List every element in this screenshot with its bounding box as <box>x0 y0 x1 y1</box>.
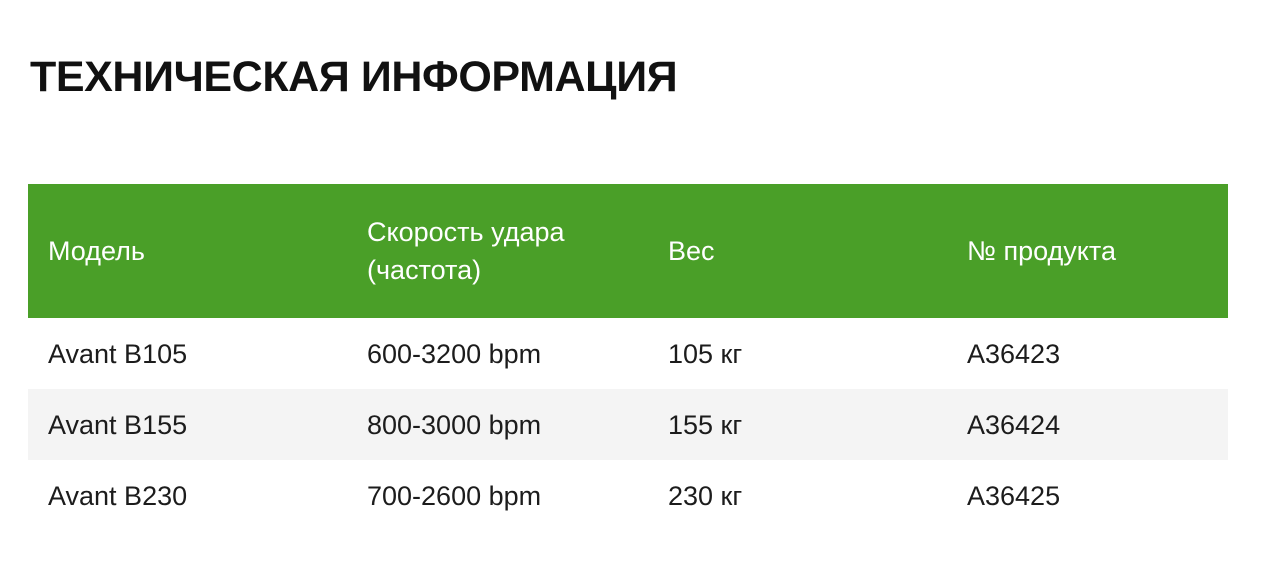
cell-impact-rate: 700-2600 bpm <box>367 480 542 511</box>
column-header-impact-rate: Скорость удара (частота) <box>367 217 565 285</box>
cell-impact-rate: 600-3200 bpm <box>367 338 542 369</box>
cell-model: Avant B155 <box>48 409 188 440</box>
cell-weight: 105 кг <box>668 338 743 369</box>
table-row: Avant B105 600-3200 bpm 105 кг A36423 <box>28 318 1228 389</box>
technical-information-table: Модель Скорость удара (частота) Вес № пр… <box>28 184 1228 531</box>
column-header-model: Модель <box>48 236 145 266</box>
cell-product-number: A36425 <box>967 480 1061 511</box>
table-row: Avant B230 700-2600 bpm 230 кг A36425 <box>28 460 1228 531</box>
cell-weight: 230 кг <box>668 480 743 511</box>
table-body: Avant B105 600-3200 bpm 105 кг A36423 Av… <box>28 318 1228 531</box>
table-header: Модель Скорость удара (частота) Вес № пр… <box>28 184 1228 318</box>
cell-weight: 155 кг <box>668 409 743 440</box>
table-header-row: Модель Скорость удара (частота) Вес № пр… <box>28 184 1228 318</box>
page-title: ТЕХНИЧЕСКАЯ ИНФОРМАЦИЯ <box>30 52 678 101</box>
cell-model: Avant B230 <box>48 480 188 511</box>
cell-impact-rate: 800-3000 bpm <box>367 409 542 440</box>
column-header-product-number: № продукта <box>967 236 1116 266</box>
cell-product-number: A36423 <box>967 338 1061 369</box>
column-header-weight: Вес <box>668 236 715 266</box>
cell-product-number: A36424 <box>967 409 1061 440</box>
cell-model: Avant B105 <box>48 338 188 369</box>
table-row: Avant B155 800-3000 bpm 155 кг A36424 <box>28 389 1228 460</box>
